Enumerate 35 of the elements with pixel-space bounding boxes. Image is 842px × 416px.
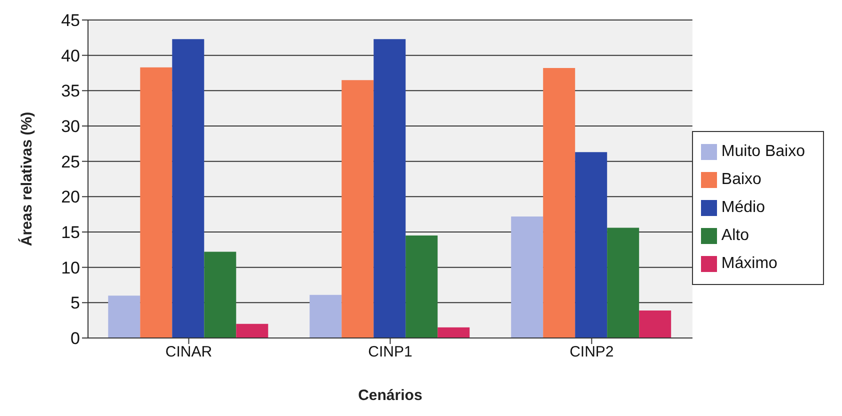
x-axis-title: Cenários [358,387,422,404]
y-tick-label: 35 [61,82,80,101]
bar [204,252,236,338]
y-tick-label: 10 [61,258,80,278]
bar [438,327,470,338]
legend-label: Muito Baixo [721,143,805,160]
bar [236,324,268,338]
y-axis-title: Áreas relativas (%) [17,112,36,246]
x-tick-label: CINAR [165,344,212,361]
bar [543,68,576,338]
bar [310,294,342,338]
bar [607,228,640,338]
y-tick-label: 5 [70,294,80,313]
bar [511,216,544,338]
bar [575,152,608,338]
y-tick-label: 45 [61,11,80,30]
bar [172,39,204,338]
y-tick-label: 0 [70,329,80,348]
legend-label: Alto [721,227,749,244]
y-tick-label: 15 [61,223,80,242]
legend-label: Baixo [721,171,762,188]
y-tick-label: 40 [61,46,80,66]
bar [342,80,374,338]
bar [374,39,406,338]
bar [406,236,438,338]
y-tick-label: 20 [61,188,80,207]
x-tick-label: CINP1 [368,344,412,361]
bar [140,67,172,338]
bar [108,296,140,338]
y-tick-label: 30 [61,117,80,136]
y-tick-label: 25 [61,152,80,172]
x-tick-label: CINP2 [570,344,614,361]
legend-label: Médio [721,199,765,216]
legend-label: Máximo [721,255,778,272]
bar [639,310,672,338]
